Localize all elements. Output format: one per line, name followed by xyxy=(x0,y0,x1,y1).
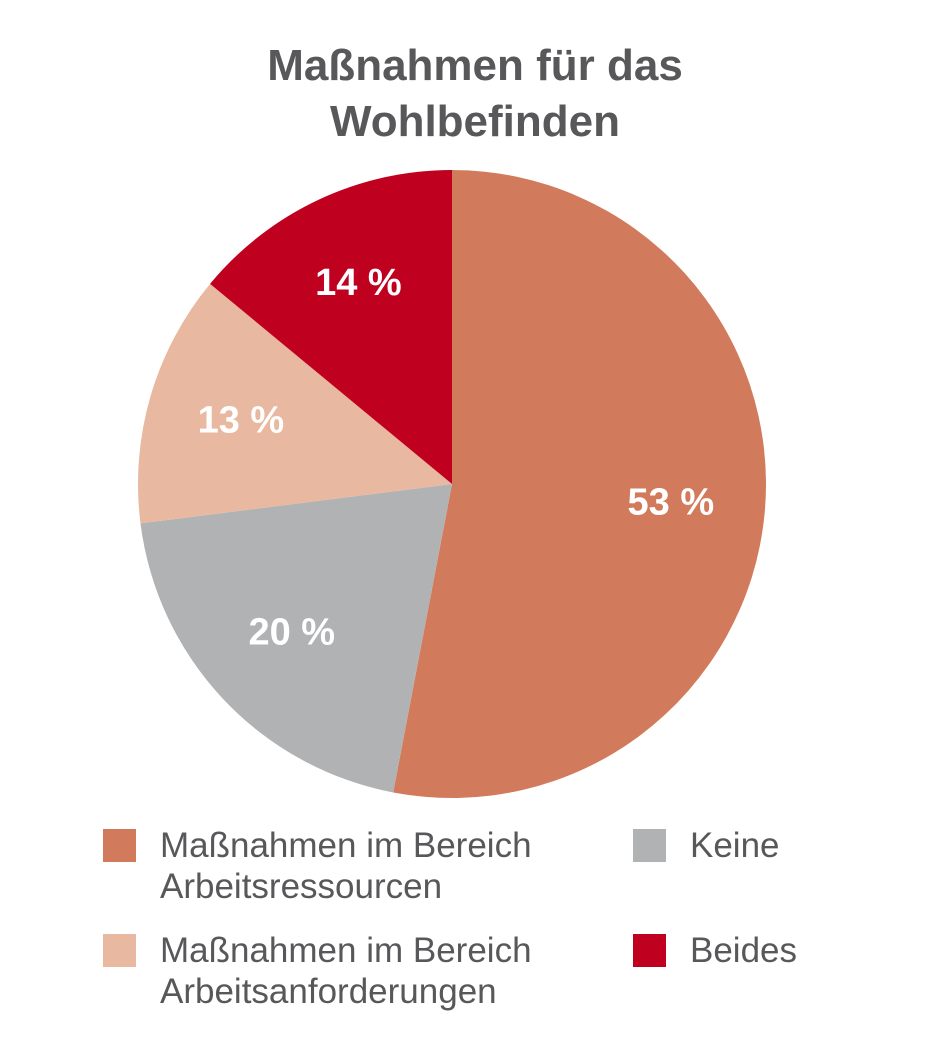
legend-item: Maßnahmen im Bereich Arbeitsressourcen xyxy=(103,825,603,907)
slice-label: 13 % xyxy=(198,400,285,442)
legend-label: Maßnahmen im Bereich Arbeitsressourcen xyxy=(160,826,532,906)
legend-swatch xyxy=(633,934,666,967)
chart-title: Maßnahmen für das Wohlbefinden xyxy=(267,41,683,146)
pie-slice xyxy=(393,170,766,798)
legend-item: Maßnahmen im Bereich Arbeitsanforderunge… xyxy=(103,930,603,1012)
pie-slice xyxy=(210,170,452,484)
legend-swatch xyxy=(103,934,136,967)
legend-label: Keine xyxy=(690,826,780,865)
legend-label: Beides xyxy=(690,931,798,970)
pie-slice xyxy=(140,484,452,793)
slice-label: 14 % xyxy=(315,262,402,304)
slice-label: 53 % xyxy=(628,482,715,524)
legend-item: Beides xyxy=(633,930,933,971)
chart: 53 % 20 % 13 % 14 % xyxy=(138,170,766,798)
legend-label: Maßnahmen im Bereich Arbeitsanforderunge… xyxy=(160,931,532,1011)
pie-slice xyxy=(138,283,452,524)
legend-item: Keine xyxy=(633,825,933,866)
slice-label: 20 % xyxy=(248,611,335,653)
legend-swatch xyxy=(633,829,666,862)
legend-swatch xyxy=(103,829,136,862)
